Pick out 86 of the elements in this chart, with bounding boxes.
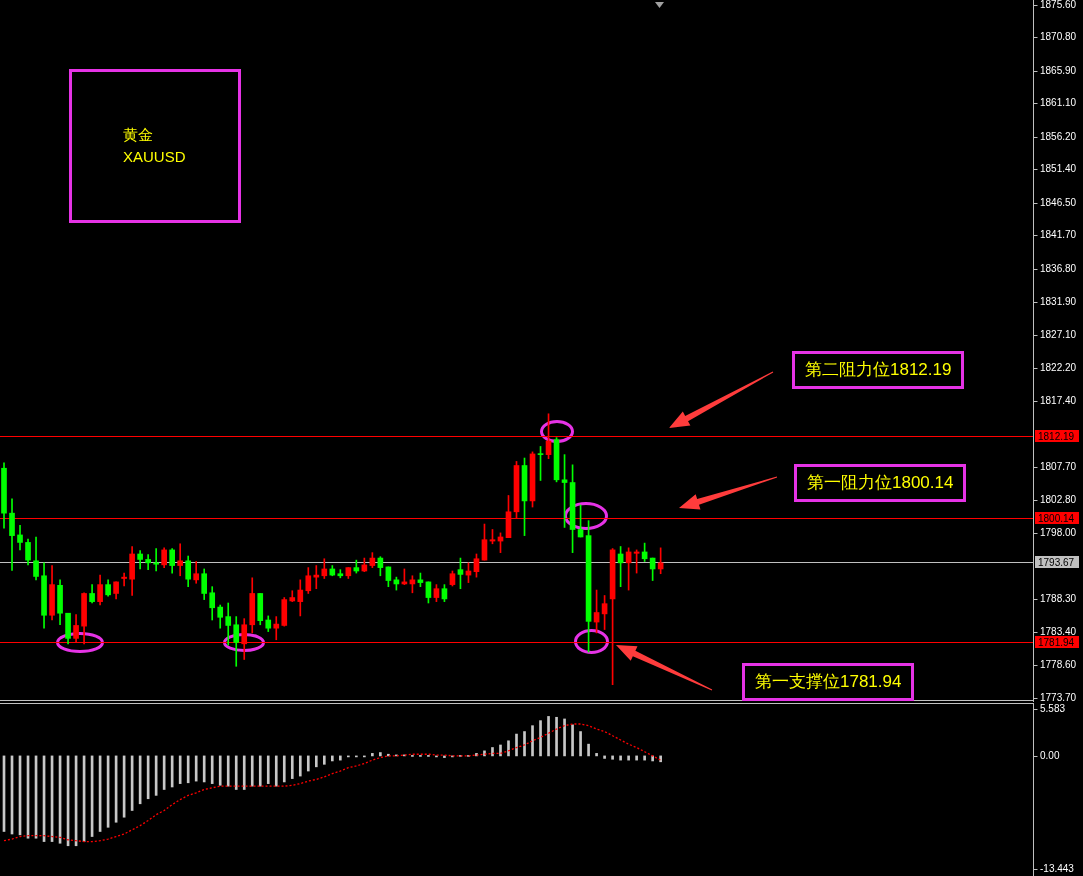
bar xyxy=(643,755,646,761)
bar xyxy=(242,755,246,790)
annotation: 第二阻力位1812.19 xyxy=(805,360,952,380)
y-tick-label: 1788.30 xyxy=(1040,592,1077,604)
y-tick-label: 1807.70 xyxy=(1040,460,1077,472)
candlestick xyxy=(153,548,159,572)
bar xyxy=(178,755,182,784)
candlestick xyxy=(121,572,127,587)
bar xyxy=(290,755,294,779)
candlestick xyxy=(177,543,183,577)
bar xyxy=(266,755,270,784)
y-tick-label: 5.583 xyxy=(1040,702,1066,714)
bar xyxy=(515,733,518,757)
candlestick xyxy=(273,616,280,641)
ref-line-label: 1800.14 xyxy=(1038,512,1075,524)
y-tick-label: 1798.00 xyxy=(1040,526,1077,538)
bar xyxy=(314,755,318,768)
line-series xyxy=(3,723,662,843)
y-tick-label: 0.00 xyxy=(1040,749,1060,761)
rectangle-outline: 第一支撑位1781.94 xyxy=(742,663,915,701)
bar xyxy=(555,716,558,757)
y-tick-label: 1861.10 xyxy=(1040,97,1077,109)
y-tick-label: 1841.70 xyxy=(1040,229,1077,241)
bar xyxy=(330,755,334,762)
bar xyxy=(379,752,382,757)
bar xyxy=(499,744,502,757)
y-tick-label: 1851.40 xyxy=(1040,163,1077,175)
y-tick-label: 1831.90 xyxy=(1040,295,1077,307)
bar xyxy=(322,755,326,765)
bar xyxy=(274,755,278,787)
bar xyxy=(595,753,598,757)
bar xyxy=(226,755,230,787)
bar xyxy=(611,755,614,760)
y-tick-label: 1865.90 xyxy=(1040,64,1077,76)
bar xyxy=(218,755,222,786)
bar xyxy=(258,755,262,787)
annotation: 第一阻力位1800.14 xyxy=(807,473,954,493)
y-tick-label: 1822.20 xyxy=(1040,361,1077,373)
y-tick-label: 1846.50 xyxy=(1040,196,1077,208)
bar xyxy=(619,755,622,761)
y-tick-label: 1870.80 xyxy=(1040,31,1077,43)
bar xyxy=(202,755,206,783)
rectangle-outline: 黄金 XAUUSD xyxy=(69,69,241,223)
bar xyxy=(531,725,534,757)
y-tick-label: 1875.60 xyxy=(1040,0,1077,10)
bar xyxy=(587,743,590,757)
ref-line-label: 1812.19 xyxy=(1038,430,1075,442)
bar xyxy=(539,720,542,757)
y-tick-label: 1778.60 xyxy=(1040,658,1077,670)
bar xyxy=(547,716,550,757)
bar xyxy=(627,755,630,761)
y-tick-label: 1827.10 xyxy=(1040,328,1077,340)
bar xyxy=(635,755,638,761)
y-tick-label: -13.443 xyxy=(1040,862,1075,874)
bar xyxy=(491,747,494,757)
bar xyxy=(250,755,254,787)
y-tick-label: 1802.80 xyxy=(1040,493,1077,505)
y-tick-label: 1783.40 xyxy=(1040,626,1077,638)
bar xyxy=(571,724,574,757)
bar xyxy=(651,755,654,762)
bar xyxy=(194,755,198,782)
bar xyxy=(603,755,606,759)
bar xyxy=(210,755,214,784)
bar xyxy=(563,718,566,757)
bar xyxy=(507,740,510,757)
bar xyxy=(339,755,342,761)
bar xyxy=(234,755,238,790)
bar xyxy=(306,755,310,772)
bar xyxy=(659,755,662,763)
ref-line-label: 1781.94 xyxy=(1038,636,1075,648)
bar xyxy=(523,731,526,757)
y-tick-label: 1817.40 xyxy=(1040,394,1077,406)
y-tick-label: 1856.20 xyxy=(1040,130,1077,142)
rectangle-outline: 第一阻力位1800.14 xyxy=(794,464,967,502)
candlestick xyxy=(145,554,151,570)
bar xyxy=(298,755,302,777)
rectangle-outline: 第二阻力位1812.19 xyxy=(792,351,965,389)
bar xyxy=(186,755,190,784)
bar xyxy=(579,731,582,757)
bar xyxy=(371,753,374,757)
y-tick-label: 1836.80 xyxy=(1040,262,1077,274)
y-tick-label: 1773.70 xyxy=(1040,692,1077,704)
bar xyxy=(282,755,286,783)
annotation: 第一支撑位1781.94 xyxy=(755,672,902,692)
ref-line-label: 1793.67 xyxy=(1038,556,1075,568)
candlestick xyxy=(225,602,232,646)
